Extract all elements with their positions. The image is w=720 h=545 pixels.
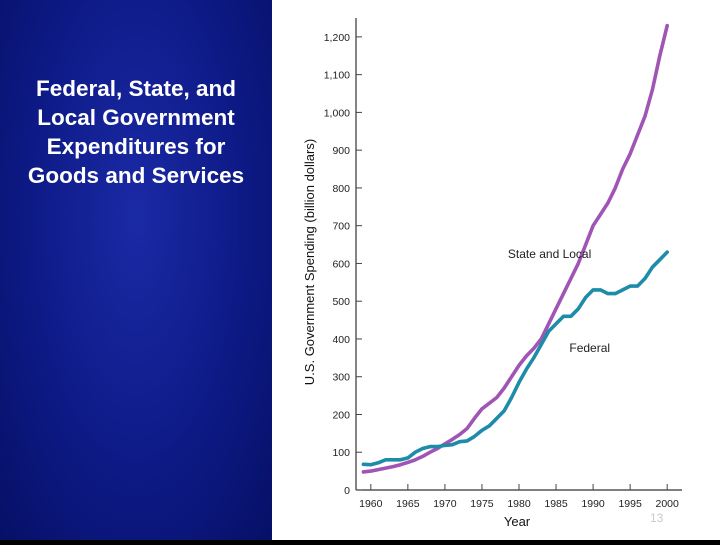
- slide-title-line: Expenditures for: [46, 134, 226, 159]
- page-number: 13: [650, 511, 664, 525]
- slide-title-line: Goods and Services: [27, 163, 245, 188]
- x-axis-ticks: 1960 1965 1970 1975 1980 1985 1990 1995 2000: [359, 484, 679, 510]
- y-tick-label: 1,000: [324, 107, 350, 119]
- y-tick-label: 800: [332, 183, 350, 195]
- y-tick-label: 0: [344, 485, 350, 497]
- slide-title: Federal, State, and Local Government Exp…: [0, 74, 272, 190]
- y-axis-title: U.S. Government Spending (billion dollar…: [302, 139, 317, 385]
- y-tick-label: 1,100: [324, 70, 350, 82]
- series-lines: [361, 23, 670, 474]
- y-tick-label: 900: [332, 145, 350, 157]
- state-and-local-line: [361, 23, 670, 474]
- y-tick-label: 500: [332, 296, 350, 308]
- y-tick-label: 300: [332, 372, 350, 384]
- x-tick-label: 1985: [544, 498, 568, 510]
- slide-title-line: Federal, State, and: [35, 76, 237, 101]
- x-tick-label: 2000: [656, 498, 680, 510]
- government-spending-chart: 0 100 200 300 400 500 600 700 800 900 1,000 1,100 1,…: [302, 18, 682, 529]
- x-tick-label: 1990: [581, 498, 605, 510]
- y-tick-label: 100: [332, 447, 350, 459]
- x-tick-label: 1980: [507, 498, 531, 510]
- title-panel: Federal, State, and Local Government Exp…: [0, 0, 272, 540]
- x-tick-label: 1970: [433, 498, 457, 510]
- slide-title-line: Local Government: [37, 105, 235, 130]
- x-tick-label: 1995: [618, 498, 642, 510]
- state-and-local-label: State and Local: [508, 247, 591, 261]
- x-axis-title: Year: [504, 514, 531, 529]
- x-tick-label: 1975: [470, 498, 494, 510]
- y-tick-label: 1,200: [324, 32, 350, 44]
- x-tick-label: 1960: [359, 498, 383, 510]
- y-axis-ticks: 0 100 200 300 400 500 600 700 800 900 1,000 1,100 1,…: [324, 32, 362, 497]
- chart-panel: 0 100 200 300 400 500 600 700 800 900 1,000 1,100 1,…: [272, 0, 720, 540]
- y-tick-label: 600: [332, 258, 350, 270]
- x-tick-label: 1965: [396, 498, 420, 510]
- y-tick-label: 200: [332, 409, 350, 421]
- series-annotations: State and Local Federal: [508, 247, 610, 355]
- y-tick-label: 700: [332, 221, 350, 233]
- federal-label: Federal: [569, 341, 610, 355]
- y-tick-label: 400: [332, 334, 350, 346]
- federal-line: [361, 250, 670, 467]
